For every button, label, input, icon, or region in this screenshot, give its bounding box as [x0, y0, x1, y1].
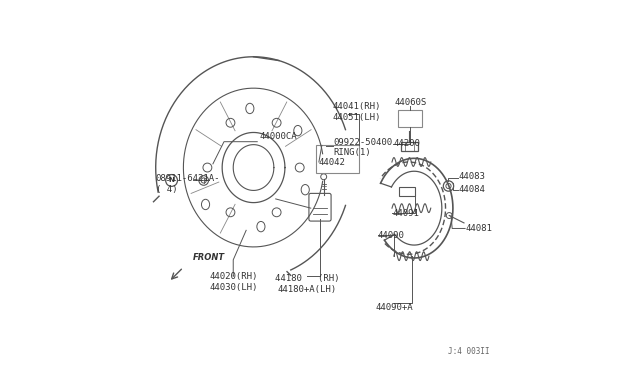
Bar	[399, 187, 415, 196]
Text: 08911-6421A-
( 4): 08911-6421A- ( 4)	[156, 174, 220, 194]
Text: N: N	[168, 177, 175, 183]
Text: 44042: 44042	[319, 157, 346, 167]
Text: 44020(RH)
44030(LH): 44020(RH) 44030(LH)	[209, 272, 257, 292]
Bar	[401, 142, 418, 151]
Text: 44090: 44090	[378, 231, 405, 240]
Text: 44083: 44083	[458, 172, 485, 181]
Text: 44081: 44081	[465, 224, 492, 233]
Text: 44041(RH)
44051(LH): 44041(RH) 44051(LH)	[333, 102, 381, 122]
Text: J:4 003II: J:4 003II	[448, 347, 490, 356]
Text: 44090+A: 44090+A	[375, 303, 413, 312]
Text: 44091: 44091	[393, 209, 420, 218]
Bar	[316, 145, 359, 173]
Text: 44060S: 44060S	[394, 99, 427, 108]
Text: 44000CA: 44000CA	[259, 132, 297, 141]
Text: 44200: 44200	[394, 139, 420, 148]
Text: 44180   (RH)
44180+A(LH): 44180 (RH) 44180+A(LH)	[275, 274, 339, 294]
Text: FRONT: FRONT	[193, 253, 225, 262]
Text: 44084: 44084	[458, 185, 485, 194]
Bar	[398, 110, 422, 127]
Text: 09922-50400
RING(1): 09922-50400 RING(1)	[333, 138, 393, 157]
